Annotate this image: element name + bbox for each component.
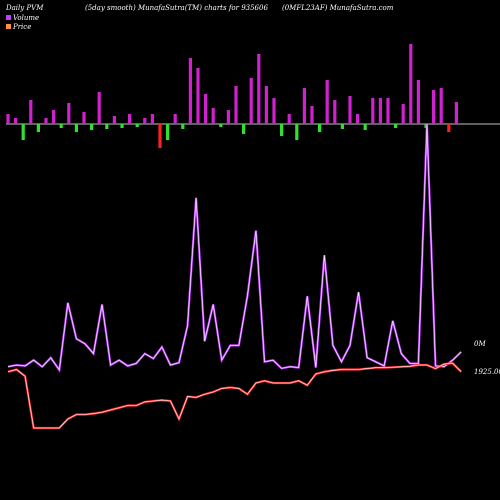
header-left: Daily PVM (6, 4, 44, 12)
volume-bar (432, 90, 436, 124)
volume-bar (150, 114, 154, 124)
volume-bar (135, 124, 139, 127)
legend-price: Price (6, 22, 39, 31)
volume-bar (52, 110, 56, 124)
volume-bar (371, 98, 375, 124)
volume-bar (181, 124, 185, 129)
volume-bar (348, 96, 352, 124)
volume-bar (325, 80, 329, 124)
legend-volume-swatch (6, 15, 11, 20)
volume-bar (378, 98, 382, 124)
volume-bar (295, 124, 299, 140)
volume-bar (97, 92, 101, 124)
volume-bar (272, 98, 276, 124)
legend-volume-label: Volume (13, 13, 40, 22)
volume-bar (340, 124, 344, 129)
volume-bar (234, 86, 238, 124)
volume-bar (333, 100, 337, 124)
volume-bar (6, 114, 10, 124)
price-line-highlight (7, 362, 462, 429)
volume-bar (188, 58, 192, 124)
volume-bar (356, 114, 360, 124)
volume-bars (6, 44, 458, 148)
volume-bar (318, 124, 322, 132)
volume-bar (36, 124, 40, 132)
legend: Volume Price (6, 13, 39, 31)
volume-bar (120, 124, 124, 128)
volume-bar (249, 78, 253, 124)
legend-volume: Volume (6, 13, 39, 22)
volume-axis-label: 0M (474, 340, 486, 348)
volume-bar (196, 68, 200, 124)
volume-bar (158, 124, 162, 148)
volume-bar (14, 118, 18, 124)
price-line (7, 362, 462, 430)
volume-bar (21, 124, 25, 140)
volume-bar (226, 110, 230, 124)
volume-bar (44, 118, 48, 124)
header-title: (5day smooth) MunafaSutra(TM) charts for… (85, 4, 268, 12)
volume-bar (302, 88, 306, 124)
volume-bar (166, 124, 170, 140)
volume-bar (287, 114, 291, 124)
volume-bar (454, 102, 458, 124)
volume-bar (439, 88, 443, 124)
legend-price-label: Price (13, 22, 32, 31)
volume-bar (82, 112, 86, 124)
volume-bar (67, 103, 71, 124)
volume-bar (386, 98, 390, 124)
volume-bar (173, 114, 177, 124)
volume-bar (310, 106, 314, 124)
volume-bar (143, 118, 147, 124)
volume-bar (447, 124, 451, 132)
volume-bar (204, 94, 208, 124)
volume-bar (257, 54, 261, 124)
volume-bar (264, 86, 268, 124)
volume-bar (90, 124, 94, 130)
volume-bar (112, 116, 116, 124)
volume-bar (280, 124, 284, 136)
chart-header: Daily PVM (5day smooth) MunafaSutra(TM) … (0, 4, 500, 16)
volume-bar (416, 80, 420, 124)
volume-bar (128, 114, 132, 124)
volume-bar (59, 124, 63, 128)
header-source: (0MFL23AF) MunafaSutra.com (282, 4, 394, 12)
volume-bar (409, 44, 413, 124)
volume-line (7, 123, 462, 373)
volume-bar (211, 108, 215, 124)
volume-bar (105, 124, 109, 129)
volume-bar (363, 124, 367, 130)
volume-bar (29, 100, 33, 124)
volume-bar (394, 124, 398, 128)
volume-bar (401, 104, 405, 124)
legend-price-swatch (6, 24, 11, 29)
price-axis-label: 1925.00 (474, 368, 500, 376)
volume-bar (74, 124, 78, 132)
volume-bar (219, 124, 223, 127)
volume-line-highlight (7, 123, 462, 371)
volume-bar (242, 124, 246, 134)
